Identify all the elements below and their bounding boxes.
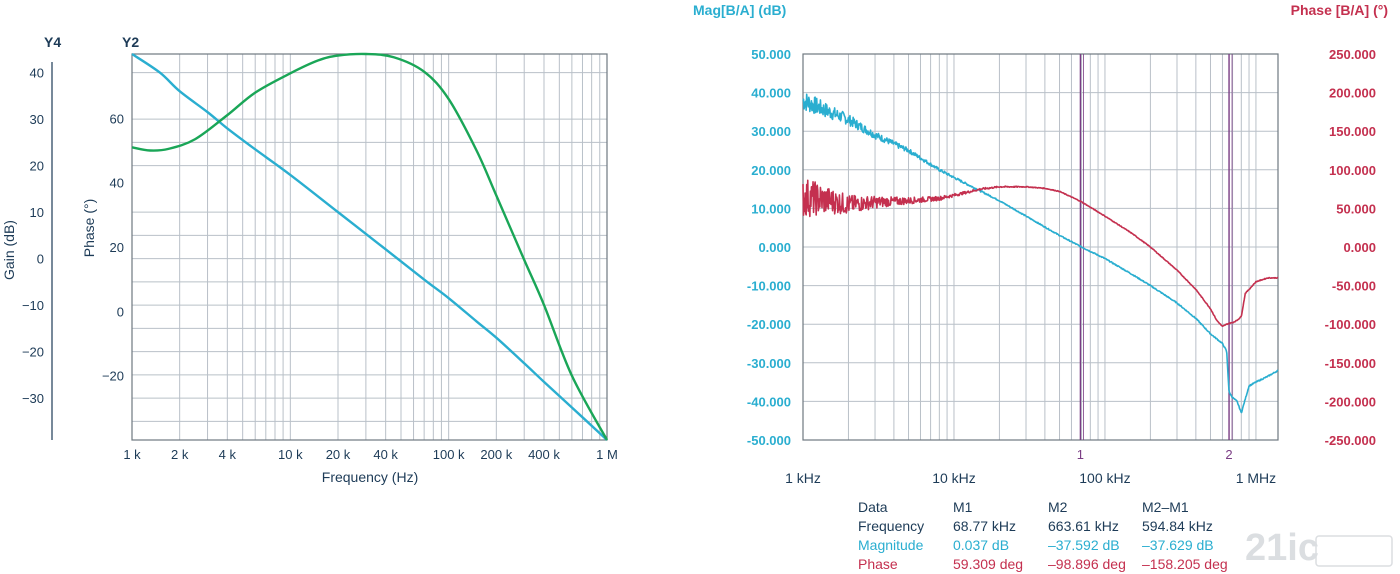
left-x-tick-label: 10 k [278, 447, 303, 462]
left-x-tick-label: 4 k [219, 447, 237, 462]
left-series [131, 52, 609, 441]
table-cell: –98.896 deg [1048, 556, 1126, 572]
phase-right-tick-label: -50.000 [1332, 279, 1376, 294]
table-cell: Phase [858, 556, 898, 572]
left-x-tick-label: 2 k [171, 447, 189, 462]
watermark-box [1315, 535, 1393, 567]
gain-axis-title: Gain (dB) [1, 220, 17, 280]
table-cell: –158.205 deg [1142, 556, 1228, 572]
mag-tick-label: -30.000 [747, 356, 791, 371]
phase-trace [802, 179, 1279, 327]
gain-tick-label: 0 [37, 252, 44, 267]
left-x-tick-label: 20 k [326, 447, 351, 462]
right-x-ticks: 1 kHz 10 kHz 100 kHz 1 MHz [785, 470, 1276, 486]
left-x-tick-label: 40 k [373, 447, 398, 462]
left-x-tick-label: 400 k [528, 447, 560, 462]
marker-label: 2 [1225, 447, 1232, 462]
left-x-tick-label: 100 k [433, 447, 465, 462]
mag-tick-label: 30.000 [751, 124, 791, 139]
left-plot-frame [131, 53, 608, 441]
mag-tick-label: -40.000 [747, 394, 791, 409]
magnitude-trace [802, 93, 1279, 414]
watermark-text: 21ic [1245, 527, 1319, 569]
right-x-tick-label: 10 kHz [932, 470, 976, 486]
phase-tick-label: 0 [117, 304, 124, 319]
right-mag-ticks: 50.000 40.000 30.000 20.000 10.000 0.000 -10.0… [747, 47, 791, 448]
marker-table: Data M1 M2 M2–M1 Frequency 68.77 kHz 663.61 kH… [858, 499, 1228, 572]
left-x-tick-label: 1 M [596, 447, 618, 462]
phase-curve [131, 52, 609, 441]
gain-tick-label: −30 [22, 391, 44, 406]
phase-right-tick-label: 0.000 [1343, 240, 1376, 255]
mag-tick-label: 20.000 [751, 163, 791, 178]
mag-tick-label: 0.000 [758, 240, 791, 255]
mag-tick-label: -10.000 [747, 279, 791, 294]
phase-right-tick-label: 200.000 [1329, 86, 1376, 101]
phase-right-tick-label: 250.000 [1329, 47, 1376, 62]
phase-right-tick-label: 150.000 [1329, 124, 1376, 139]
mag-tick-label: 50.000 [751, 47, 791, 62]
marker-label: 1 [1077, 447, 1084, 462]
phase-right-tick-label: -200.000 [1325, 394, 1376, 409]
table-cell: Frequency [858, 518, 924, 534]
table-cell: 663.61 kHz [1048, 518, 1119, 534]
phase-right-tick-label: -250.000 [1325, 433, 1376, 448]
watermark-logo: 21ic [1245, 527, 1393, 569]
table-cell: Magnitude [858, 537, 924, 553]
right-plot-frame [802, 53, 1279, 441]
phase-tick-label: 20 [110, 240, 124, 255]
phase-right-tick-label: -100.000 [1325, 317, 1376, 332]
gain-tick-label: −20 [22, 345, 44, 360]
table-cell: 68.77 kHz [953, 518, 1016, 534]
phase-tick-label: 60 [110, 111, 124, 126]
gain-tick-label: 30 [30, 112, 44, 127]
table-header-cell: M2 [1048, 499, 1068, 515]
left-gain-ticks: 40 30 20 10 0 −10 −20 −30 [22, 66, 44, 407]
right-series [802, 93, 1279, 414]
left-phase-ticks: 60 40 20 0 −20 [102, 111, 124, 383]
mag-tick-label: 40.000 [751, 86, 791, 101]
right-x-tick-label: 1 MHz [1236, 470, 1276, 486]
phase-right-tick-label: 50.000 [1336, 201, 1376, 216]
right-phase-ticks: 250.000 200.000 150.000 100.000 50.000 0.000 -… [1325, 47, 1376, 448]
table-cell: –37.629 dB [1142, 537, 1214, 553]
y4-label: Y4 [44, 34, 61, 50]
gain-tick-label: 10 [30, 205, 44, 220]
phase-tick-label: −20 [102, 369, 124, 384]
left-x-ticks: 1 k 2 k 4 k 10 k 20 k 40 k 100 k 200 k 400 k 1 M [123, 447, 618, 462]
mag-tick-label: 10.000 [751, 201, 791, 216]
phase-right-tick-label: -150.000 [1325, 356, 1376, 371]
mag-tick-label: -20.000 [747, 317, 791, 332]
table-header-cell: M1 [953, 499, 973, 515]
table-cell: 0.037 dB [953, 537, 1009, 553]
right-x-tick-label: 100 kHz [1079, 470, 1130, 486]
left-x-tick-label: 1 k [123, 447, 141, 462]
mag-axis-title: Mag[B/A] (dB) [693, 2, 786, 18]
left-x-tick-label: 200 k [480, 447, 512, 462]
gain-tick-label: 20 [30, 159, 44, 174]
right-grid [802, 53, 1278, 441]
phase-right-axis-title: Phase [B/A] (°) [1291, 2, 1388, 18]
gain-tick-label: 40 [30, 66, 44, 81]
gain-curve [131, 53, 608, 441]
left-grid [131, 54, 608, 440]
right-x-tick-label: 1 kHz [785, 470, 821, 486]
table-cell: –37.592 dB [1048, 537, 1120, 553]
table-header-cell: M2–M1 [1142, 499, 1189, 515]
table-cell: 594.84 kHz [1142, 518, 1213, 534]
frequency-axis-title: Frequency (Hz) [322, 469, 418, 485]
gain-tick-label: −10 [22, 298, 44, 313]
phase-right-tick-label: 100.000 [1329, 163, 1376, 178]
table-header-cell: Data [858, 499, 888, 515]
y2-label: Y2 [122, 34, 139, 50]
phase-tick-label: 40 [110, 176, 124, 191]
mag-tick-label: -50.000 [747, 433, 791, 448]
table-cell: 59.309 deg [953, 556, 1023, 572]
phase-axis-title: Phase (°) [81, 199, 97, 258]
